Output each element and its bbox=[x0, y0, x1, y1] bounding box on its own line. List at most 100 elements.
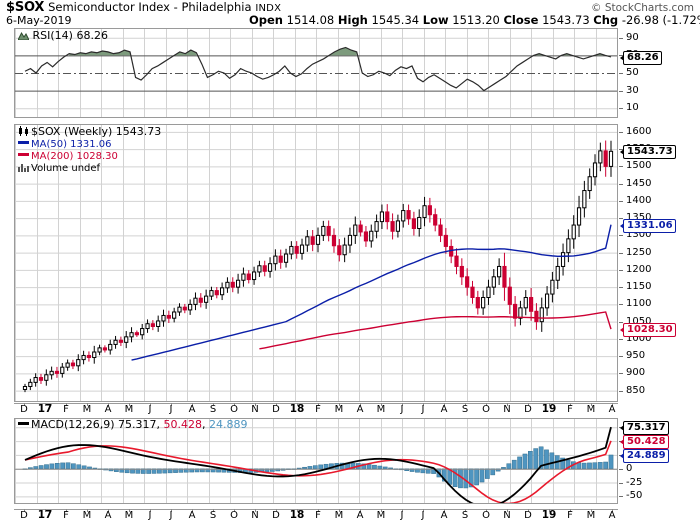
x-month-label: A bbox=[608, 404, 616, 415]
candlestick-icon bbox=[19, 126, 28, 136]
y-tick-mark bbox=[619, 73, 623, 74]
y-tick-mark bbox=[619, 269, 623, 271]
x-month-label: F bbox=[567, 510, 573, 521]
exchange-label: INDX bbox=[255, 3, 282, 14]
x-month-label: N bbox=[503, 510, 511, 521]
open-value: 1514.08 bbox=[286, 13, 335, 27]
value-flag: 1331.06 bbox=[620, 218, 676, 233]
x-tick-mark bbox=[318, 403, 319, 406]
y-tick-label: 1400 bbox=[626, 194, 652, 206]
chg-value: -26.98 (-1.72%) bbox=[621, 13, 700, 27]
price-legend-text: Volume undef bbox=[31, 163, 101, 174]
y-tick-mark bbox=[619, 338, 623, 340]
x-tick-mark bbox=[507, 403, 508, 406]
y-tick-mark bbox=[619, 356, 623, 358]
x-tick-mark bbox=[213, 509, 214, 512]
x-tick-mark bbox=[234, 403, 235, 406]
quote-bar: Open 1514.08 High 1545.34 Low 1513.20 Cl… bbox=[249, 14, 700, 27]
y-tick-label: 850 bbox=[626, 384, 646, 396]
x-tick-mark bbox=[213, 403, 214, 406]
value-flag: 68.26 bbox=[620, 50, 662, 65]
x-tick-mark bbox=[444, 509, 445, 512]
y-tick-label: 1050 bbox=[626, 315, 652, 327]
x-month-label: M bbox=[376, 510, 386, 521]
x-month-label: A bbox=[104, 510, 112, 521]
x-month-label: S bbox=[209, 510, 217, 521]
chg-label: Chg bbox=[593, 13, 619, 27]
x-tick-mark bbox=[402, 403, 403, 406]
x-tick-mark bbox=[570, 509, 571, 512]
x-tick-mark bbox=[234, 509, 235, 512]
x-tick-mark bbox=[45, 403, 46, 406]
rsi-legend-text: RSI(14) 68.26 bbox=[32, 29, 108, 42]
x-tick-mark bbox=[87, 403, 88, 406]
macd-plot bbox=[15, 419, 617, 503]
x-year-label: 19 bbox=[541, 509, 557, 521]
x-tick-mark bbox=[360, 403, 361, 406]
x-tick-mark bbox=[108, 509, 109, 512]
x-year-label: 19 bbox=[541, 403, 557, 415]
x-year-label: 18 bbox=[289, 509, 305, 521]
close-label: Close bbox=[503, 13, 539, 27]
x-tick-mark bbox=[612, 403, 613, 406]
x-tick-mark bbox=[549, 403, 550, 406]
y-tick-label: 1100 bbox=[626, 298, 652, 310]
x-month-label: A bbox=[608, 510, 616, 521]
x-tick-mark bbox=[339, 403, 340, 406]
x-month-label: A bbox=[104, 404, 112, 415]
x-tick-mark bbox=[486, 403, 487, 406]
x-tick-mark bbox=[318, 509, 319, 512]
x-tick-mark bbox=[591, 509, 592, 512]
x-axis-bottom: D 17 F M A M J J A S O N D 18 F M A M J J A S O N D 19 F M A bbox=[14, 509, 618, 522]
rsi-panel bbox=[14, 28, 618, 118]
x-tick-mark bbox=[66, 403, 67, 406]
y-tick-mark bbox=[619, 131, 623, 133]
value-flag: 24.889 bbox=[620, 448, 669, 463]
price-legend-row: $SOX (Weekly) 1543.73 bbox=[18, 126, 161, 138]
price-legend-text: $SOX (Weekly) 1543.73 bbox=[31, 125, 162, 138]
x-month-label: J bbox=[421, 510, 425, 521]
x-tick-mark bbox=[45, 509, 46, 512]
x-axis-rule bbox=[14, 509, 618, 510]
x-month-label: O bbox=[230, 510, 238, 521]
price-y-axis: 1600155015001450140013501300125012001150… bbox=[618, 124, 700, 402]
y-tick-mark bbox=[619, 108, 623, 110]
value-flag: 1028.30 bbox=[620, 323, 676, 338]
x-month-label: F bbox=[567, 404, 573, 415]
line-swatch-icon bbox=[18, 141, 29, 144]
symbol-line: $SOX Semiconductor Index - Philadelphia … bbox=[6, 1, 281, 15]
y-tick-label: -25 bbox=[626, 476, 643, 488]
x-month-label: A bbox=[356, 404, 364, 415]
y-tick-mark bbox=[619, 482, 623, 484]
macd-legend-signal: 50.428 bbox=[163, 418, 203, 431]
x-tick-mark bbox=[339, 509, 340, 512]
y-tick-label: 1000 bbox=[626, 332, 652, 344]
price-legend: $SOX (Weekly) 1543.73 MA(50) 1331.06 MA(20… bbox=[18, 126, 161, 174]
y-tick-label: 1500 bbox=[626, 160, 652, 172]
x-year-label: 18 bbox=[289, 403, 305, 415]
x-month-label: F bbox=[63, 510, 69, 521]
high-label: High bbox=[337, 13, 368, 27]
x-month-label: A bbox=[188, 510, 196, 521]
x-tick-mark bbox=[549, 509, 550, 512]
x-axis-middle: D 17 F M A M J J A S O N D 18 F M A M J J A S O N D 19 F M A bbox=[14, 403, 618, 416]
price-legend-row: MA(200) 1028.30 bbox=[18, 150, 161, 162]
price-legend-row: Volume undef bbox=[18, 162, 161, 174]
y-tick-mark bbox=[619, 468, 623, 470]
y-tick-label: 950 bbox=[626, 350, 646, 362]
y-tick-label: 1450 bbox=[626, 177, 652, 189]
x-tick-mark bbox=[171, 403, 172, 406]
line-swatch-icon bbox=[18, 153, 29, 156]
price-panel bbox=[14, 124, 618, 402]
x-tick-mark bbox=[255, 403, 256, 406]
x-tick-mark bbox=[444, 403, 445, 406]
x-month-label: D bbox=[272, 510, 280, 521]
x-month-label: M bbox=[124, 404, 134, 415]
x-tick-mark bbox=[528, 509, 529, 512]
volume-bars-icon bbox=[18, 164, 29, 172]
price-legend-text: MA(50) 1331.06 bbox=[31, 139, 112, 150]
x-tick-mark bbox=[528, 403, 529, 406]
y-tick-mark bbox=[619, 304, 623, 306]
x-month-label: M bbox=[334, 510, 344, 521]
rsi-mountain-icon bbox=[18, 31, 29, 40]
